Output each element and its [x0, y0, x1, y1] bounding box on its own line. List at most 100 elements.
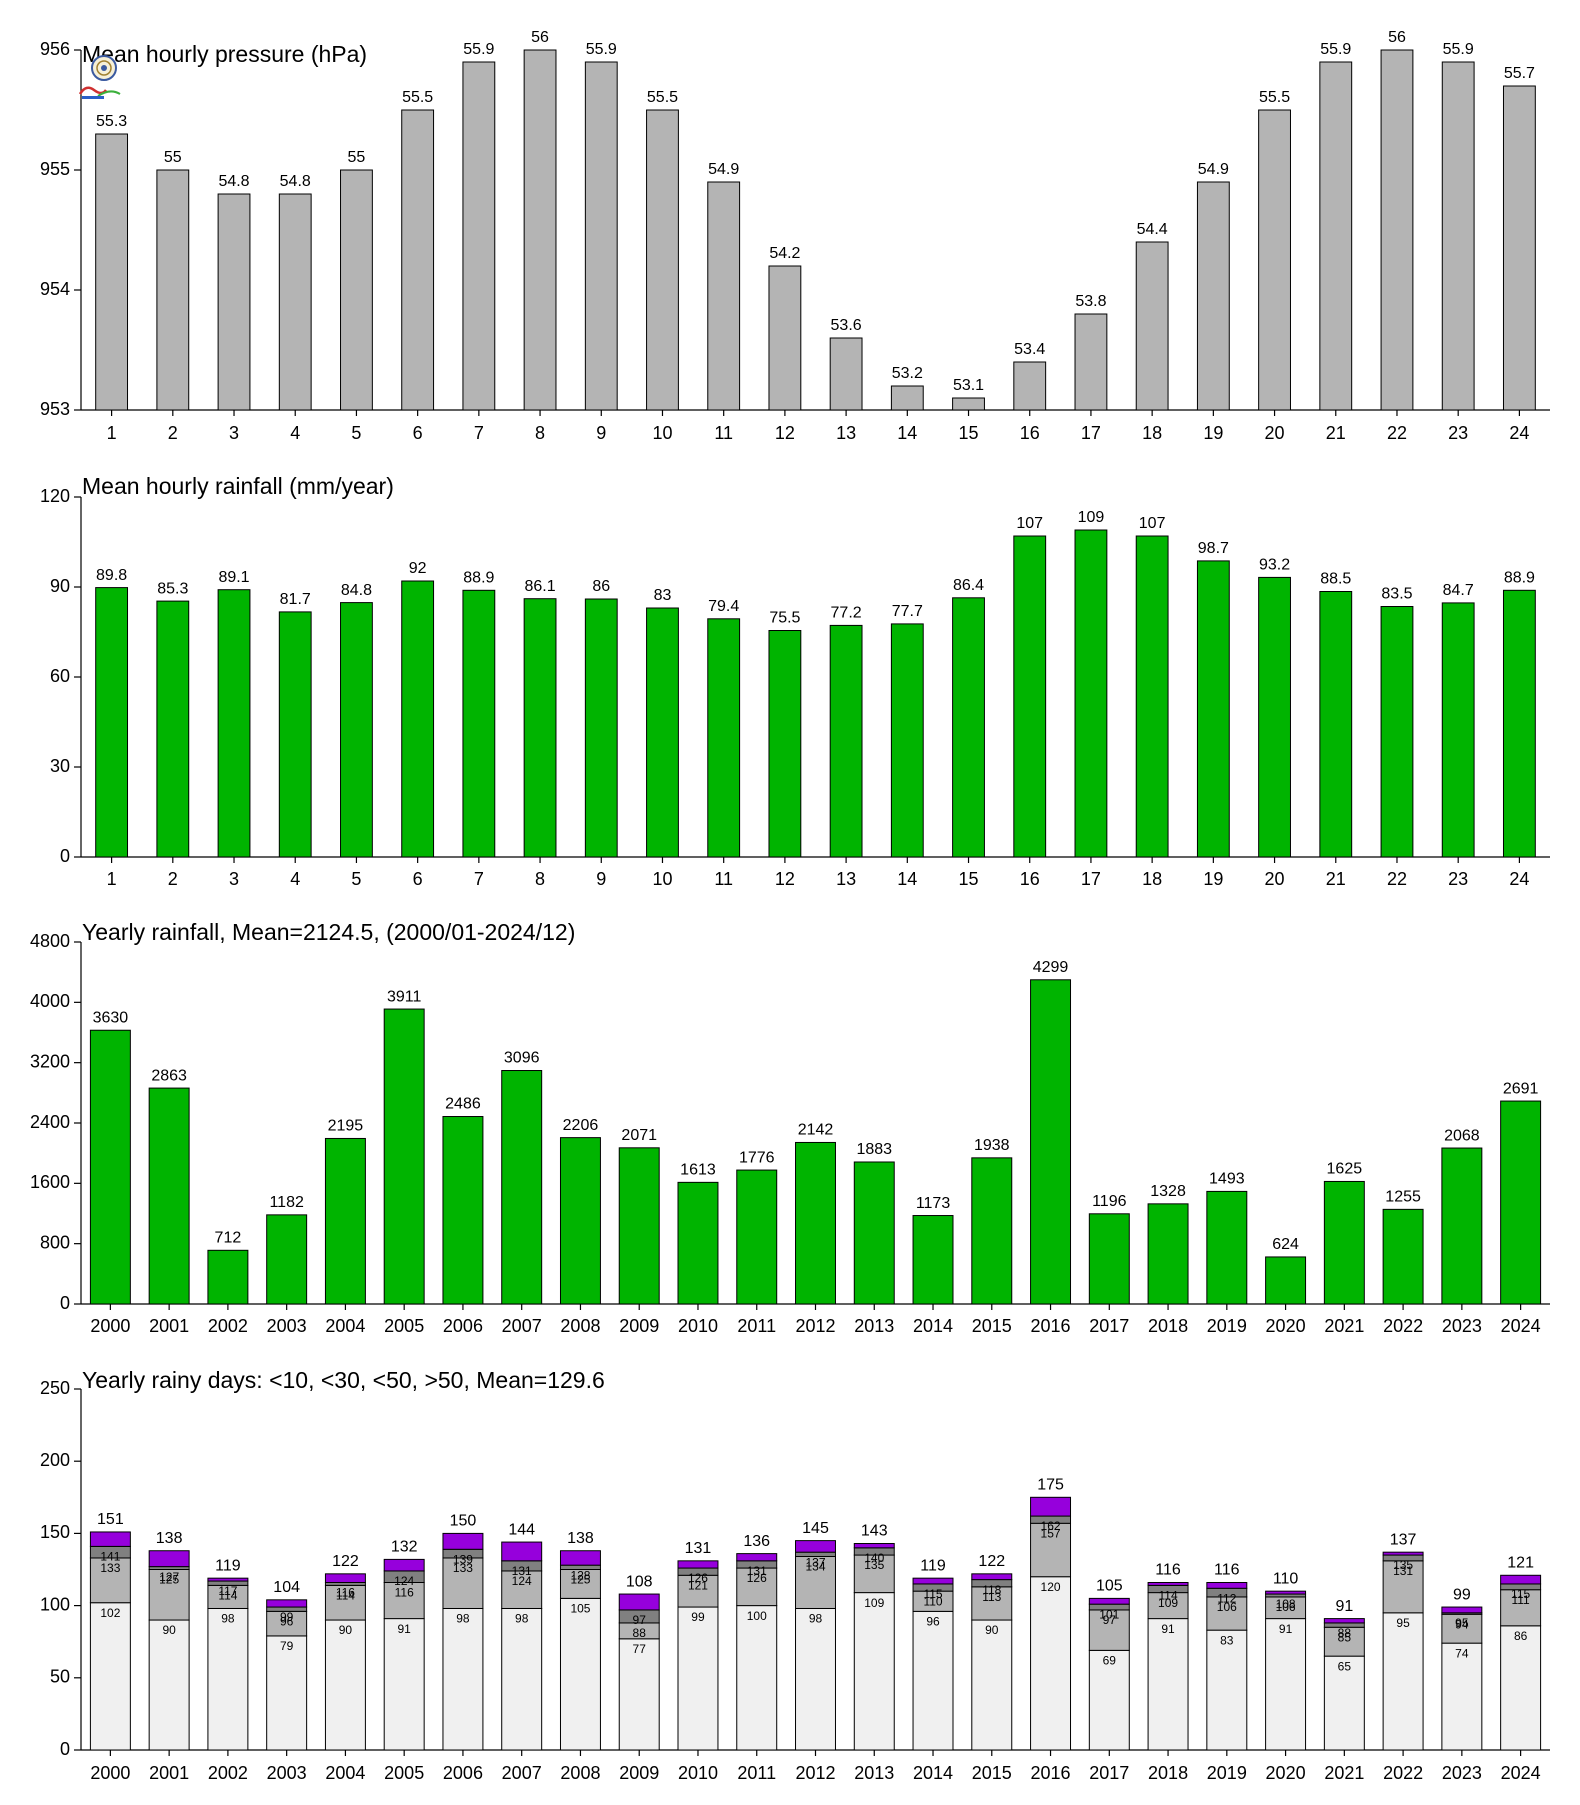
bar-value-label: 54.9 [708, 161, 739, 178]
bar-segment [1206, 1629, 1248, 1751]
bar-segment [1323, 1618, 1365, 1624]
bar [1196, 560, 1230, 858]
bar-total-label: 91 [1335, 1598, 1353, 1615]
bar-total-label: 132 [391, 1539, 418, 1556]
x-tick-label: 18 [1142, 869, 1162, 889]
bar-value-label: 53.6 [831, 317, 862, 334]
bar [442, 1116, 484, 1305]
x-tick-label: 17 [1081, 869, 1101, 889]
segment-value-label: 95 [1396, 1616, 1410, 1630]
x-tick-label: 2 [168, 869, 178, 889]
x-tick-label: 2007 [502, 1316, 542, 1336]
bar [584, 61, 618, 411]
bar-segment [1441, 1642, 1483, 1751]
x-tick-label: 2008 [560, 1316, 600, 1336]
x-tick-label: 15 [959, 423, 979, 443]
bar-value-label: 92 [409, 560, 427, 577]
x-tick-label: 11 [714, 869, 733, 889]
bar-segment [853, 1592, 895, 1751]
bar [1030, 979, 1072, 1305]
x-tick-label: 2009 [619, 1316, 659, 1336]
bar-segment [266, 1599, 308, 1608]
bar-segment [971, 1586, 1013, 1621]
x-tick-label: 9 [596, 869, 606, 889]
bar-segment [736, 1605, 778, 1751]
x-tick-label: 5 [351, 423, 361, 443]
bar-value-label: 79.4 [708, 598, 739, 615]
segment-value-label: 134 [805, 1560, 825, 1574]
bar-segment [383, 1558, 425, 1572]
bar-value-label: 84.8 [341, 582, 372, 599]
chart-title: Yearly rainfall, Mean=2124.5, (2000/01-2… [82, 919, 575, 945]
y-tick-label: 3200 [30, 1051, 70, 1071]
x-tick-label: 3 [229, 423, 239, 443]
y-tick-label: 90 [50, 576, 70, 596]
bar [1196, 181, 1230, 411]
segment-value-label: 157 [1041, 1526, 1061, 1540]
bar-value-label: 1196 [1092, 1193, 1127, 1210]
bar [340, 602, 373, 858]
bar-segment [266, 1610, 308, 1637]
y-tick-label: 955 [40, 159, 70, 179]
bar-value-label: 86.4 [953, 577, 984, 594]
segment-value-label: 97 [633, 1613, 647, 1627]
bar [912, 1215, 954, 1305]
x-tick-label: 2022 [1383, 1316, 1423, 1336]
segment-value-label: 69 [1103, 1654, 1117, 1668]
segment-value-label: 121 [688, 1578, 708, 1592]
bar-segment [559, 1550, 601, 1566]
segment-value-label: 117 [218, 1584, 237, 1598]
x-tick-label: 2008 [560, 1763, 600, 1783]
segment-value-label: 108 [1276, 1597, 1296, 1611]
bar [1135, 535, 1169, 858]
x-tick-label: 2022 [1383, 1763, 1423, 1783]
bar [584, 598, 618, 858]
bar-segment [1265, 1590, 1307, 1595]
bar-value-label: 86 [592, 578, 610, 595]
y-tick-label: 100 [40, 1594, 70, 1614]
x-tick-label: 2012 [795, 1316, 835, 1336]
segment-value-label: 90 [162, 1623, 176, 1637]
chart-title: Mean hourly pressure (hPa) [82, 41, 367, 67]
x-tick-label: 2012 [795, 1763, 835, 1783]
segment-value-label: 91 [1279, 1622, 1293, 1636]
bar [462, 61, 496, 411]
segment-value-label: 105 [570, 1602, 590, 1616]
segment-value-label: 140 [864, 1551, 884, 1565]
bar-total-label: 138 [567, 1530, 594, 1547]
bar-segment [795, 1540, 836, 1553]
bar-total-label: 150 [450, 1513, 477, 1530]
bar-total-label: 110 [1273, 1570, 1299, 1587]
segment-value-label: 133 [453, 1561, 473, 1575]
bar-value-label: 3096 [504, 1050, 540, 1067]
bar-value-label: 77.7 [892, 603, 923, 620]
bar-total-label: 136 [743, 1533, 770, 1550]
bar [1013, 535, 1047, 858]
bar-value-label: 1328 [1150, 1183, 1186, 1200]
segment-value-label: 127 [159, 1570, 179, 1584]
segment-value-label: 115 [923, 1587, 942, 1601]
bar [95, 133, 129, 411]
bar-total-label: 105 [1096, 1578, 1123, 1595]
bar-segment [207, 1607, 249, 1751]
segment-value-label: 96 [280, 1615, 294, 1629]
bar [559, 1137, 601, 1305]
bar-segment [324, 1619, 366, 1751]
bar-segment [1323, 1655, 1365, 1751]
bar [1502, 85, 1536, 411]
bar-segment [1382, 1612, 1424, 1751]
x-tick-label: 2005 [384, 1316, 424, 1336]
segment-value-label: 88 [1338, 1626, 1352, 1640]
bar-value-label: 93.2 [1259, 557, 1290, 574]
bar-value-label: 55.5 [402, 89, 433, 106]
x-tick-label: 2020 [1266, 1316, 1306, 1336]
x-tick-label: 1 [107, 423, 117, 443]
segment-value-label: 98 [456, 1612, 470, 1626]
bar-total-label: 116 [1214, 1562, 1240, 1579]
bar-value-label: 83 [654, 587, 672, 604]
x-tick-label: 2020 [1266, 1763, 1306, 1783]
bar-total-label: 119 [920, 1557, 946, 1574]
x-tick-label: 5 [351, 869, 361, 889]
bar-value-label: 86.1 [524, 578, 555, 595]
